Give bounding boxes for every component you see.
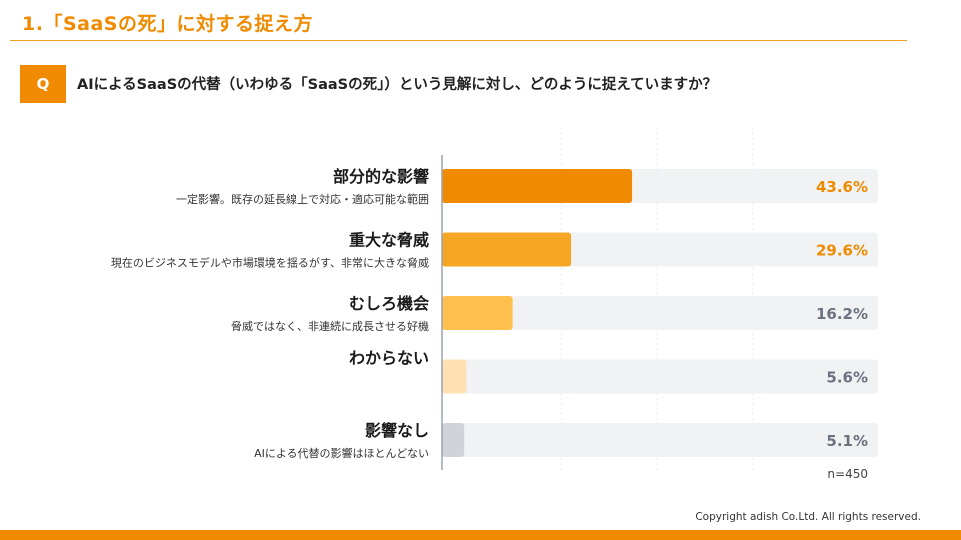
value-label-4: 5.1% (826, 432, 868, 450)
bar-0 (442, 169, 633, 203)
bar-2 (442, 296, 513, 330)
category-sublabel-2: 脅威ではなく、非連続に成長させる好機 (231, 319, 429, 333)
category-sublabel-1: 現在のビジネスモデルや市場環境を揺るがす、非常に大きな脅威 (111, 256, 429, 270)
bar-track-4 (442, 423, 878, 457)
category-label-0: 部分的な影響 (333, 167, 429, 186)
bar-4 (442, 423, 465, 457)
title-divider (10, 40, 907, 41)
bar-3 (442, 359, 467, 394)
bar-track-3 (442, 359, 878, 394)
bar-track-2 (442, 296, 878, 330)
category-sublabel-4: AIによる代替の影響はほとんどない (254, 446, 429, 460)
value-label-1: 29.6% (816, 242, 868, 260)
question-text: AIによるSaaSの代替（いわゆる「SaaSの死」）という見解に対し、どのように… (77, 77, 718, 93)
footer-bar (0, 530, 961, 540)
copyright-text: Copyright adish Co.Ltd. All rights reser… (695, 511, 921, 523)
bar-1 (442, 232, 572, 267)
category-label-2: むしろ機会 (349, 294, 429, 313)
sample-size-note: n=450 (827, 467, 868, 481)
value-label-3: 5.6% (826, 369, 868, 387)
page-title: 1.「SaaSの死」に対する捉え方 (22, 13, 313, 35)
category-sublabel-0: 一定影響。既存の延長線上で対応・適応可能な範囲 (176, 192, 429, 206)
value-label-0: 43.6% (816, 178, 868, 196)
category-label-1: 重大な脅威 (349, 231, 429, 250)
value-label-2: 16.2% (816, 305, 868, 323)
question-badge: Q (20, 65, 66, 103)
category-label-3: わからない (349, 349, 429, 368)
category-label-4: 影響なし (365, 421, 429, 440)
